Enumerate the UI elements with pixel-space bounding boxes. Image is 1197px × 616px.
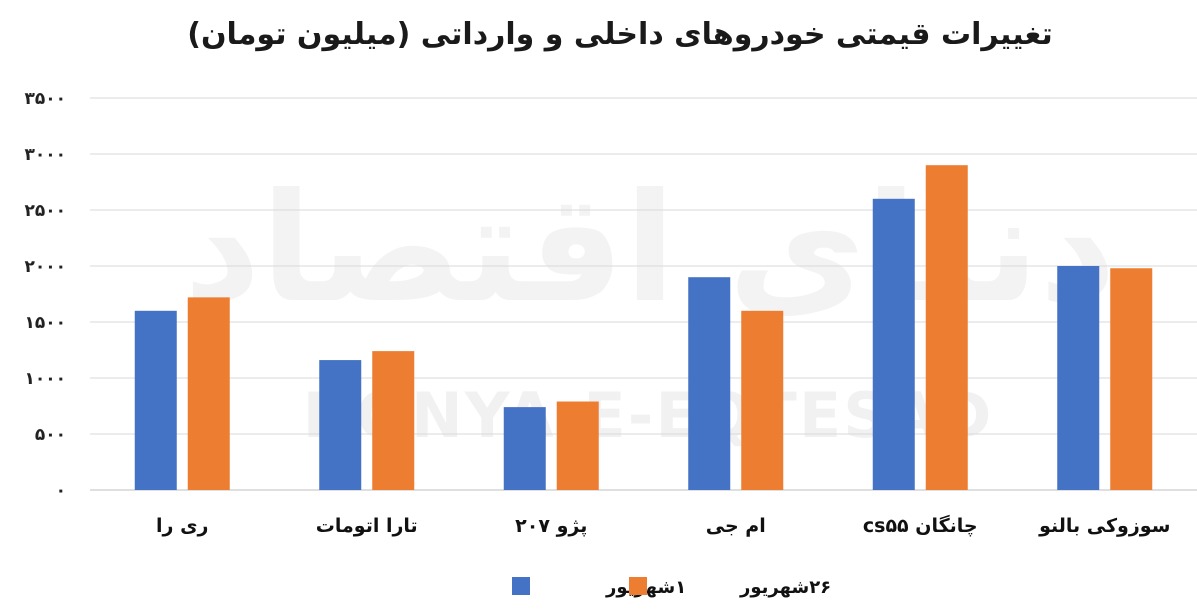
legend: ۱شهریور ۲۶شهریور [512,577,831,598]
category-label: سوزوکی بالنو [1038,515,1170,537]
watermark-logo: دنیای اقتصاد [184,162,1117,336]
y-tick-label: ۳۵۰۰ [24,89,66,109]
y-tick-label: ۰ [56,481,66,501]
bar-1-2 [319,360,362,490]
legend-swatch-2 [629,577,647,595]
legend-swatch-1 [512,577,530,595]
category-label: ری را [156,515,208,537]
bar-2-5 [925,165,968,490]
bar-1-4 [688,277,731,490]
bar-1-1 [134,310,177,490]
bar-1-5 [872,198,915,491]
bar-2-1 [187,297,230,490]
bars [134,165,1153,491]
y-tick-label: ۱۰۰۰ [24,369,66,389]
category-label: تارا اتومات [316,515,418,537]
category-label: پژو ۲۰۷ [515,515,587,537]
y-axis-ticks: ۰ ۵۰۰ ۱۰۰۰ ۱۵۰۰ ۲۰۰۰ ۲۵۰۰ ۳۰۰۰ ۳۵۰۰ [24,89,66,501]
category-label: چانگان cs۵۵ [863,514,978,537]
legend-label-2: ۲۶شهریور [739,577,831,598]
gridlines [90,97,1197,491]
category-labels: ری را تارا اتومات پژو ۲۰۷ ام جی چانگان cs۵۵ س… [156,514,1170,537]
y-tick-label: ۲۵۰۰ [24,201,66,221]
bar-2-6 [1110,268,1153,490]
bar-2-2 [372,351,415,490]
category-label: ام جی [706,515,766,537]
y-tick-label: ۲۰۰۰ [24,257,66,277]
bar-1-6 [1057,266,1100,490]
y-tick-label: ۱۵۰۰ [24,313,66,333]
bar-2-4 [741,310,784,490]
bar-1-3 [503,407,546,490]
bar-2-3 [556,401,599,490]
y-tick-label: ۵۰۰ [35,425,66,445]
y-tick-label: ۳۰۰۰ [24,145,66,165]
chart-title: تغییرات قیمتی خودروهای داخلی و وارداتی (… [187,17,1053,52]
